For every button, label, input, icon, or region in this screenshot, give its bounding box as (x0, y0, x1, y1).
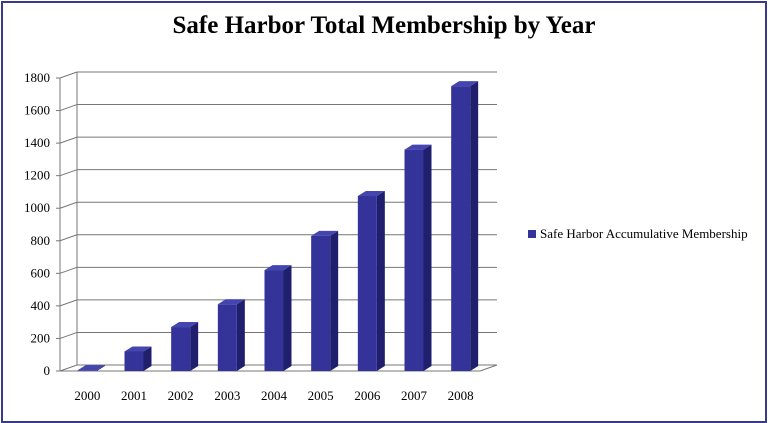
x-tick-label: 2006 (354, 388, 381, 403)
bar-side (423, 144, 432, 371)
bar-side (96, 365, 105, 371)
bar-side (190, 322, 199, 371)
bar-top (77, 365, 105, 371)
x-tick-label: 2007 (401, 388, 428, 403)
bar (217, 304, 237, 371)
bar (77, 370, 97, 371)
bar (404, 149, 424, 371)
y-tick-label: 400 (31, 298, 51, 313)
bar-side (470, 81, 479, 371)
bar-top (311, 230, 339, 236)
bar-side (236, 299, 245, 371)
gridline-depth (59, 136, 78, 144)
legend-swatch (528, 230, 536, 238)
gridline-depth (59, 364, 78, 372)
y-tick-label: 1200 (24, 168, 50, 183)
bar-top (171, 322, 199, 328)
y-tick-label: 1000 (24, 200, 50, 215)
bar-top (124, 346, 152, 352)
bar-top (357, 191, 385, 197)
x-tick-label: 2002 (168, 388, 194, 403)
x-tick-label: 2008 (448, 388, 474, 403)
bar-side (143, 346, 152, 371)
bar (171, 327, 191, 371)
bar (264, 270, 284, 371)
x-tick-label: 2000 (74, 388, 100, 403)
gridline-depth (59, 104, 78, 112)
bar (124, 351, 144, 371)
floor-edge (479, 364, 498, 372)
legend-label: Safe Harbor Accumulative Membership (540, 226, 748, 241)
bar-top (264, 265, 292, 271)
gridline-depth (59, 299, 78, 307)
gridline-depth (59, 266, 78, 274)
gridline-depth (59, 169, 78, 177)
x-tick-label: 2003 (214, 388, 240, 403)
y-tick-label: 800 (31, 233, 51, 248)
x-tick-label: 2005 (308, 388, 334, 403)
bar-side (376, 191, 385, 371)
gridline-depth (59, 234, 78, 242)
bar (357, 196, 377, 371)
bar-top (451, 81, 479, 87)
y-tick-label: 1600 (24, 103, 50, 118)
bar (311, 235, 331, 371)
x-tick-label: 2004 (261, 388, 288, 403)
y-tick-label: 600 (31, 265, 51, 280)
bar-top (217, 299, 245, 305)
gridline-depth (59, 201, 78, 209)
bar-side (283, 265, 292, 371)
legend: Safe Harbor Accumulative Membership (528, 226, 748, 242)
bar (451, 86, 471, 371)
x-tick-label: 2001 (121, 388, 147, 403)
bar-top (404, 144, 432, 150)
gridline-depth (59, 71, 78, 79)
y-tick-label: 1400 (24, 135, 50, 150)
bar-side (330, 230, 339, 371)
y-tick-label: 0 (44, 363, 51, 378)
y-tick-label: 200 (31, 330, 51, 345)
chart-title: Safe Harbor Total Membership by Year (172, 12, 596, 39)
gridline-depth (59, 331, 78, 339)
y-tick-label: 1800 (24, 70, 50, 85)
